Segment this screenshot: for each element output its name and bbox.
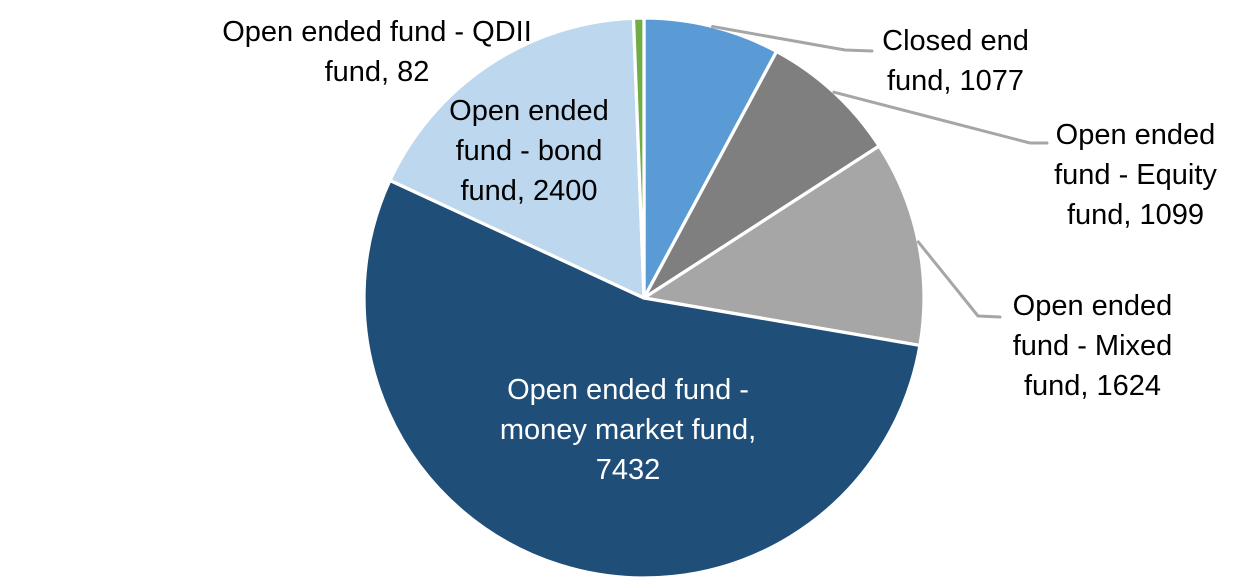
slice-label-open-ended-qdii-fund: Open ended fund - QDII fund, 82 [222, 16, 532, 88]
leader-line-open-ended-fund-mixed-fund [916, 240, 1002, 319]
slice-label-open-ended-money-market-fund: Open ended fund - money market fund, 743… [499, 374, 757, 486]
pie-slice-open-ended-fund-qdii-fund [631, 16, 646, 300]
slice-label-open-ended-equity-fund: Open ended fund - Equity fund, 1099 [1054, 119, 1217, 231]
leader-line-closed-end-fund [710, 25, 874, 53]
slice-label-open-ended-bond-fund: Open ended fund - bond fund, 2400 [449, 95, 609, 207]
slice-label-closed-end-fund: Closed end fund, 1077 [882, 25, 1029, 97]
pie-slice-open-ended-fund-money-market-fund [362, 178, 922, 580]
slice-label-open-ended-mixed-fund: Open ended fund - Mixed fund, 1624 [1012, 290, 1173, 402]
pie-slice-open-ended-fund-bond-fund [388, 16, 646, 300]
leader-line-open-ended-fund-equity-fund [832, 90, 1049, 145]
